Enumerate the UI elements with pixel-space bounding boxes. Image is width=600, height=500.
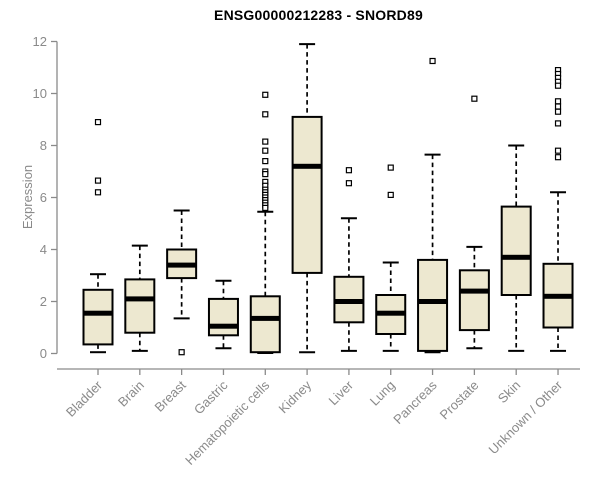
- outlier-point: [387, 164, 394, 171]
- category-label-liver: Liver: [326, 377, 357, 408]
- outlier-point: [94, 189, 102, 196]
- y-tick-label-10: 10: [33, 86, 47, 101]
- median-line: [208, 323, 238, 329]
- y-tick-label-4: 4: [40, 242, 47, 257]
- outlier-point: [262, 111, 269, 118]
- outlier-point: [262, 204, 269, 211]
- category-label-bladder: Bladder: [63, 377, 106, 420]
- outlier-point: [554, 147, 562, 154]
- median-line: [292, 163, 322, 169]
- box-bladder: [82, 118, 114, 354]
- outlier-point: [554, 108, 562, 115]
- iqr-box: [207, 297, 239, 337]
- median-line: [459, 288, 489, 294]
- category-label-pancreas: Pancreas: [390, 377, 440, 427]
- box-liver: [333, 167, 365, 352]
- y-axis: 0 2 4 6 8 10 12: [33, 34, 58, 361]
- median-line: [83, 310, 113, 316]
- box-breast: [166, 209, 198, 356]
- y-tick-label-12: 12: [33, 34, 47, 49]
- category-label-kidney: Kidney: [276, 377, 315, 416]
- category-label-prostate: Prostate: [437, 378, 482, 423]
- outlier-point: [387, 191, 394, 198]
- median-line: [543, 293, 573, 299]
- median-line: [167, 262, 197, 268]
- outlier-point: [94, 118, 102, 126]
- y-tick-label-6: 6: [40, 190, 47, 205]
- outlier-point: [262, 138, 269, 145]
- outlier-point: [554, 82, 562, 89]
- chart-title: ENSG00000212283 - SNORD89: [214, 7, 423, 23]
- median-line: [418, 299, 448, 304]
- y-tick-label-2: 2: [40, 294, 47, 309]
- outlier-point: [554, 154, 562, 161]
- outlier-point: [345, 167, 353, 174]
- median-line: [376, 310, 406, 316]
- y-tick-label-8: 8: [40, 138, 47, 153]
- box-gastric: [207, 279, 239, 350]
- outlier-point: [345, 180, 353, 187]
- category-label-unknown-other: Unknown / Other: [486, 377, 566, 457]
- iqr-box: [124, 278, 156, 334]
- outlier-point: [429, 57, 436, 65]
- category-label-lung: Lung: [367, 378, 398, 409]
- outlier-point: [554, 120, 562, 127]
- category-label-gastric: Gastric: [191, 377, 231, 417]
- category-label-skin: Skin: [495, 378, 523, 406]
- outlier-point: [94, 177, 102, 184]
- category-label-brain: Brain: [115, 378, 147, 410]
- median-line: [250, 315, 280, 321]
- outlier-point: [262, 147, 269, 154]
- median-line: [125, 296, 155, 302]
- y-tick-label-0: 0: [40, 346, 47, 361]
- category-label-breast: Breast: [152, 377, 189, 414]
- outlier-point: [262, 158, 269, 165]
- iqr-box: [82, 288, 114, 346]
- outlier-point: [262, 91, 269, 98]
- box-unknown-other: [542, 66, 574, 352]
- outlier-point: [262, 171, 269, 178]
- box-brain: [124, 244, 156, 352]
- box-lung: [375, 164, 407, 352]
- box-hematopoietic-cells: [249, 91, 281, 354]
- iqr-box: [458, 269, 490, 332]
- iqr-box: [417, 258, 449, 352]
- iqr-box: [249, 295, 281, 354]
- box-pancreas: [417, 57, 449, 354]
- outlier-point: [471, 95, 478, 102]
- outlier-point: [554, 98, 562, 105]
- outlier-point: [178, 349, 185, 356]
- box-kidney: [291, 43, 323, 354]
- box-skin: [500, 144, 532, 352]
- outlier-point: [554, 103, 562, 110]
- iqr-box: [291, 115, 323, 274]
- iqr-box: [500, 205, 532, 297]
- median-line: [501, 254, 531, 260]
- median-line: [334, 299, 364, 304]
- box-prostate: [458, 95, 490, 350]
